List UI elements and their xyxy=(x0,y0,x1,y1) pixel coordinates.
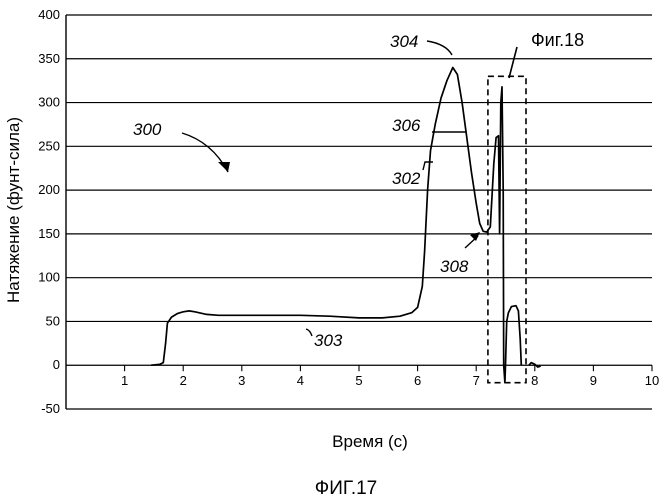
reference-numeral-306: 306 xyxy=(392,116,421,135)
x-tick-label: 2 xyxy=(180,373,187,388)
reference-numeral-304: 304 xyxy=(390,32,418,51)
horizontal-gridlines xyxy=(66,15,652,409)
annotation-leaders xyxy=(182,41,526,383)
x-axis-label: Время (с) xyxy=(332,432,408,451)
y-tick-label: 150 xyxy=(38,226,60,241)
y-tick-label: 0 xyxy=(53,357,60,372)
x-tick-label: 10 xyxy=(645,373,659,388)
leader-300-arrow xyxy=(182,133,228,172)
leader-302 xyxy=(423,162,433,170)
reference-numeral-308: 308 xyxy=(440,257,469,276)
y-tick-label: 250 xyxy=(38,138,60,153)
y-tick-label: 400 xyxy=(38,7,60,22)
callout-label: Фиг.18 xyxy=(531,30,584,50)
tension-series xyxy=(151,68,541,383)
reference-numeral-300: 300 xyxy=(133,120,162,139)
x-tick-label: 6 xyxy=(414,373,421,388)
reference-numeral-302: 302 xyxy=(392,169,421,188)
y-tick-label: 300 xyxy=(38,95,60,110)
leader-300-arrow-head xyxy=(218,162,230,172)
y-tick-label: -50 xyxy=(41,401,60,416)
x-tick-label: 4 xyxy=(297,373,304,388)
leader-304 xyxy=(427,41,452,55)
callout-pointer xyxy=(509,47,517,78)
x-axis-tick-labels: 1 2 3 4 5 6 7 8 9 10 xyxy=(121,373,659,388)
x-tick-label: 8 xyxy=(531,373,538,388)
x-tick-label: 3 xyxy=(238,373,245,388)
y-tick-label: 50 xyxy=(46,313,60,328)
y-tick-label: 100 xyxy=(38,270,60,285)
x-tick-label: 5 xyxy=(355,373,362,388)
x-tick-label: 9 xyxy=(590,373,597,388)
leader-303 xyxy=(306,329,312,336)
x-tick-label: 7 xyxy=(473,373,480,388)
y-axis-tick-labels: 400 350 300 250 200 150 100 50 0 -50 xyxy=(38,7,60,416)
reference-numeral-303: 303 xyxy=(314,331,343,350)
y-axis-label: Натяжение (фунт-сила) xyxy=(4,117,23,303)
y-tick-label: 200 xyxy=(38,182,60,197)
axes xyxy=(66,15,652,409)
figure-caption: ФИГ.17 xyxy=(315,478,377,499)
y-tick-label: 350 xyxy=(38,51,60,66)
x-tick-label: 1 xyxy=(121,373,128,388)
